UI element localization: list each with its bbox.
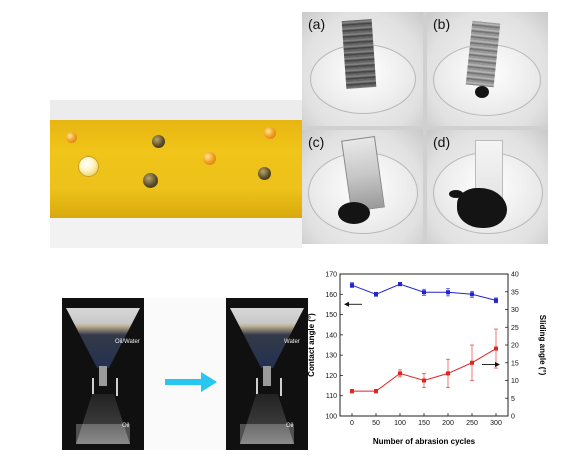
data-point <box>494 346 498 351</box>
data-point <box>422 290 426 295</box>
y-axis-label-right: Sliding angle (°) <box>538 315 547 376</box>
y-tick-label-right: 0 <box>511 414 515 421</box>
funnel <box>230 308 304 368</box>
y-tick-label-right: 15 <box>511 360 519 367</box>
y-tick-label-left: 170 <box>325 272 337 279</box>
y-tick-label-right: 35 <box>511 289 519 296</box>
petri-dish-grid: (a) (b) (c) (d) <box>302 12 548 244</box>
data-point <box>470 292 474 297</box>
y-tick-label-left: 120 <box>325 373 337 380</box>
separation-before: Oil/Water Oil <box>62 298 144 450</box>
x-tick-label: 0 <box>350 420 354 427</box>
oil-droplet <box>66 132 77 143</box>
x-tick-label: 250 <box>466 420 478 427</box>
panel-label: (d) <box>433 134 451 150</box>
flask-liquid <box>240 424 294 444</box>
x-tick-label: 100 <box>394 420 406 427</box>
petri-panel-b: (b) <box>427 12 548 126</box>
data-point <box>374 389 378 394</box>
panel-label: (b) <box>433 16 451 32</box>
data-point <box>422 378 426 383</box>
y-tick-label-left: 130 <box>325 353 337 360</box>
funnel <box>66 308 140 368</box>
right-axis-indicator-head <box>495 362 500 368</box>
y-tick-label-left: 140 <box>325 332 337 339</box>
flask-neck <box>92 378 118 396</box>
photo-background <box>50 218 302 248</box>
dark-droplet <box>258 167 271 180</box>
separation-after: Water Oil <box>226 298 308 450</box>
oil-blob <box>457 188 507 228</box>
water-droplet <box>78 156 99 177</box>
chart-svg: Contact angle (°) Sliding angle (°) Numb… <box>307 272 547 447</box>
data-point <box>446 371 450 376</box>
data-point <box>446 290 450 295</box>
oil-water-separation-photo: Oil/Water Oil Water Oil <box>62 298 308 450</box>
oil-water-label: Oil/Water <box>115 339 140 345</box>
arrow-head-icon <box>201 372 217 392</box>
oil-droplet <box>203 152 216 165</box>
data-point <box>398 282 402 287</box>
water-label: Water <box>284 339 300 345</box>
x-tick-label: 150 <box>418 420 430 427</box>
funnel-stem <box>263 366 271 386</box>
funnel-stem <box>99 366 107 386</box>
oil-droplet <box>264 127 276 139</box>
y-tick-label-right: 20 <box>511 343 519 350</box>
data-point <box>350 389 354 394</box>
data-point <box>494 298 498 303</box>
flask-neck <box>256 378 282 396</box>
y-tick-label-left: 100 <box>325 414 337 421</box>
data-point <box>374 292 378 297</box>
y-tick-label-right: 25 <box>511 325 519 332</box>
dark-droplet <box>152 135 165 148</box>
flask-liquid <box>76 424 130 444</box>
oil-label: Oil <box>122 423 130 429</box>
left-axis-indicator-head <box>344 301 349 307</box>
data-point <box>350 283 354 288</box>
y-axis-label-left: Contact angle (°) <box>307 313 316 377</box>
oil-blob <box>475 86 489 98</box>
y-tick-label-left: 150 <box>325 312 337 319</box>
x-axis-label: Number of abrasion cycles <box>373 437 476 446</box>
y-tick-label-left: 160 <box>325 292 337 299</box>
x-tick-label: 300 <box>490 420 502 427</box>
data-point <box>398 371 402 376</box>
oil-blob <box>449 190 463 198</box>
oil-label: Oil <box>286 423 294 429</box>
y-tick-label-left: 110 <box>326 393 337 400</box>
data-point <box>470 360 474 365</box>
panel-label: (c) <box>308 134 325 150</box>
x-tick-label: 50 <box>372 420 380 427</box>
droplet-photo <box>50 100 302 248</box>
arrow-right-icon <box>165 379 203 385</box>
y-tick-label-right: 40 <box>511 272 519 279</box>
y-tick-label-right: 5 <box>511 396 515 403</box>
coated-strip <box>341 19 377 89</box>
petri-panel-c: (c) <box>302 130 423 244</box>
x-tick-label: 200 <box>442 420 454 427</box>
abrasion-chart: Contact angle (°) Sliding angle (°) Numb… <box>302 262 548 450</box>
y-tick-label-right: 30 <box>511 307 519 314</box>
y-tick-label-right: 10 <box>511 378 519 385</box>
oil-blob <box>338 202 370 224</box>
dark-droplet <box>143 173 158 188</box>
petri-panel-a: (a) <box>302 12 423 126</box>
panel-label: (a) <box>308 16 326 32</box>
petri-panel-d: (d) <box>427 130 548 244</box>
